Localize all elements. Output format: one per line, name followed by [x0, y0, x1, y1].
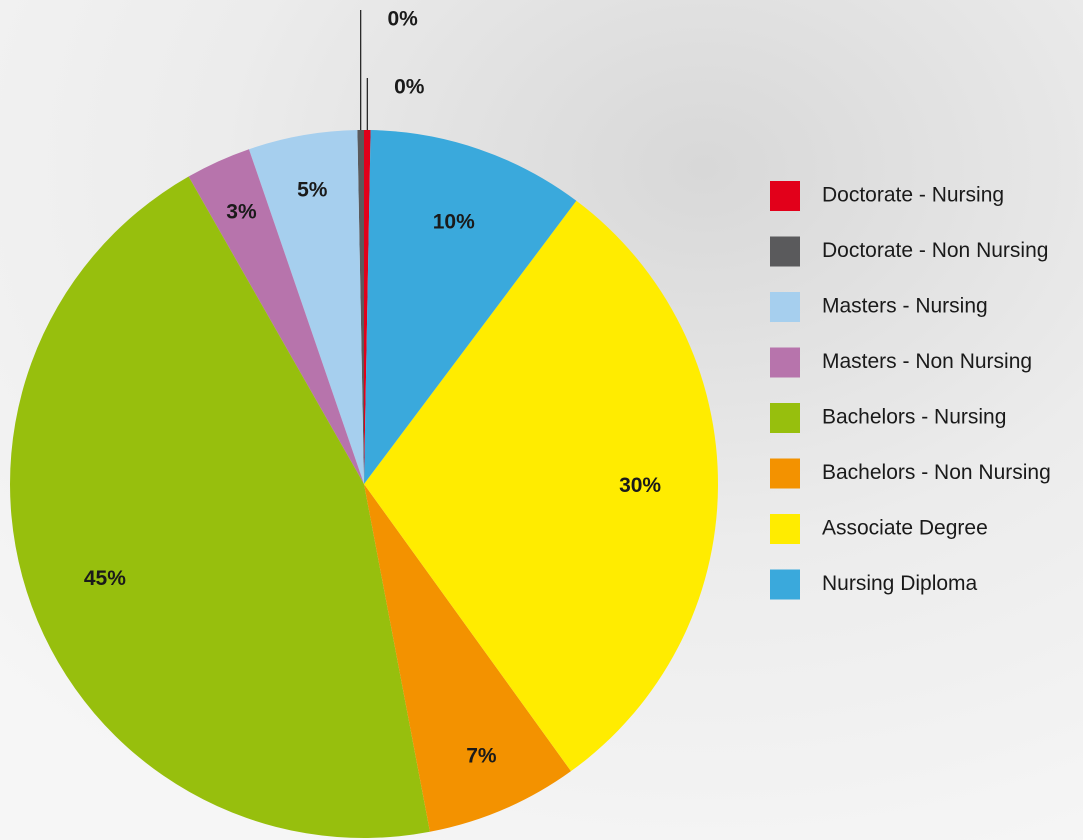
pie-slice — [248, 130, 364, 484]
legend-swatch — [770, 458, 800, 489]
legend-swatch — [770, 181, 800, 211]
data-label: 3% — [226, 201, 257, 224]
legend-label: Bachelors - Nursing — [822, 406, 1006, 429]
pie-slice — [188, 149, 364, 484]
data-label: 7% — [466, 745, 497, 768]
legend-label: Doctorate - Non Nursing — [822, 239, 1048, 262]
data-label: 30% — [619, 474, 661, 497]
data-label: 0% — [394, 76, 425, 99]
pie-slice — [364, 484, 572, 832]
pie: 0% 0% 5% 3% 45% 7% 30% 10% — [10, 8, 718, 839]
pie-slice — [357, 130, 364, 484]
legend-swatch — [770, 292, 800, 322]
legend-label: Doctorate - Nursing — [822, 184, 1004, 207]
pie-slice — [364, 130, 577, 484]
data-label: 10% — [433, 210, 475, 233]
legend-label: Masters - Non Nursing — [822, 350, 1032, 373]
legend-label: Associate Degree — [822, 517, 988, 540]
legend-swatch — [770, 514, 800, 544]
pie-slice — [10, 176, 430, 839]
legend-swatch — [770, 236, 800, 267]
legend-label: Masters - Nursing — [822, 295, 988, 318]
legend-label: Nursing Diploma — [822, 572, 978, 595]
pie-slice — [364, 200, 718, 772]
data-label: 45% — [84, 567, 126, 590]
legend-swatch — [770, 347, 800, 378]
data-label: 5% — [297, 179, 328, 202]
data-label: 0% — [388, 8, 419, 31]
pie-slice — [364, 130, 371, 484]
legend: Doctorate - Nursing Doctorate - Non Nursi… — [770, 181, 1051, 600]
legend-swatch — [770, 403, 800, 433]
legend-swatch — [770, 569, 800, 600]
legend-label: Bachelors - Non Nursing — [822, 461, 1051, 484]
